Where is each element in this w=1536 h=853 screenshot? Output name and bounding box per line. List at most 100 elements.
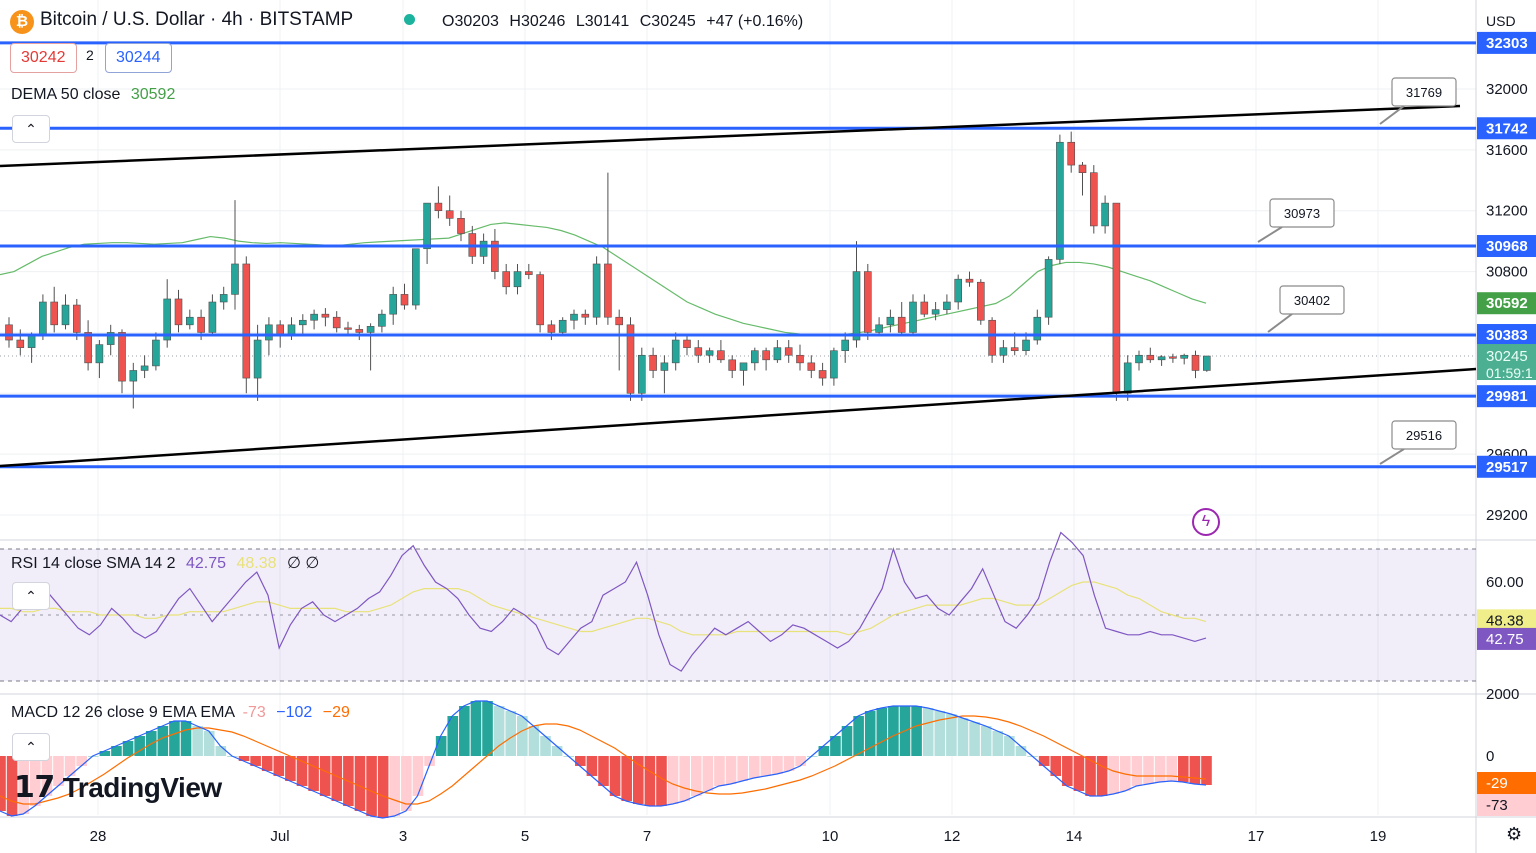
sell-price-button[interactable]: 30242: [10, 43, 77, 73]
candle-body: [231, 263, 239, 295]
candle: [423, 202, 431, 264]
callout-label-31769: 31769: [1406, 85, 1442, 100]
candle: [976, 279, 985, 325]
level-tag-30968-bg: [1477, 235, 1536, 258]
candle-body: [1112, 202, 1121, 394]
candle-body: [1078, 164, 1087, 173]
candle-body: [1135, 354, 1143, 364]
macd-tick-2000: 2000: [1486, 686, 1519, 703]
candle-body: [219, 294, 228, 303]
rsi-value: 42.75: [185, 555, 227, 572]
candle-body: [728, 359, 737, 371]
candle: [332, 311, 341, 333]
tradingview-wordmark: TradingView: [62, 772, 222, 803]
macd-bar: [517, 716, 528, 756]
rsi-sma-value: 48.38: [236, 555, 277, 572]
macd-legend[interactable]: MACD 12 26 close 9 EMA EMA -73 −102 −29: [11, 704, 350, 722]
candle: [1146, 347, 1155, 363]
macd-bar: [1166, 756, 1178, 781]
candle: [95, 340, 104, 379]
macd-bar: [725, 756, 737, 784]
candle: [773, 340, 782, 363]
callout-pointer-30402: [1267, 313, 1293, 333]
candle-body: [875, 324, 883, 333]
candle-body: [479, 240, 488, 257]
candle: [558, 317, 567, 336]
macd-bar: [690, 756, 702, 796]
candle-body: [152, 339, 160, 367]
callout-box-31769: [1391, 77, 1457, 107]
candle: [491, 228, 499, 280]
macd-bar: [331, 756, 343, 801]
buy-price-button[interactable]: 30244: [105, 43, 172, 73]
settings-gear-icon[interactable]: ⚙: [1506, 824, 1523, 844]
candle: [1101, 195, 1109, 234]
lower-trendline: [0, 367, 1477, 468]
candle-body: [649, 354, 657, 371]
candle-body: [310, 313, 318, 321]
ohlc-readout: O30203 H30246 L30141 C30245 +47 (+0.16%): [442, 13, 809, 31]
candle-body: [558, 319, 567, 333]
candle-body: [592, 263, 601, 318]
candle: [570, 309, 578, 330]
time-tick-28: 28: [90, 828, 107, 845]
callout-box-29516: [1391, 420, 1457, 450]
time-tick-12: 12: [944, 828, 961, 845]
candle-body: [491, 240, 499, 272]
candle: [694, 340, 703, 363]
candle-body: [637, 354, 646, 394]
candle-body: [762, 350, 770, 361]
callout-label-30973: 30973: [1284, 206, 1320, 221]
level-tag-31742-bg: [1477, 117, 1536, 140]
macd-bar: [806, 756, 818, 757]
macd-bar: [412, 756, 424, 796]
candle-body: [186, 316, 194, 326]
callout-pointer-29516: [1379, 448, 1405, 465]
level-tag-32303: 32303: [1486, 35, 1528, 52]
candle: [943, 294, 951, 315]
rsi-legend[interactable]: RSI 14 close SMA 14 2 42.75 48.38 ∅ ∅: [11, 553, 319, 573]
collapse-legend-button[interactable]: ⌃: [12, 115, 50, 143]
candle: [920, 294, 929, 318]
macd-bar: [64, 756, 76, 776]
candle: [728, 355, 737, 379]
macd-value-tag: -73: [1486, 797, 1508, 814]
macd-signal-tag: -29: [1486, 775, 1508, 792]
candle: [886, 309, 895, 333]
currency-label[interactable]: USD: [1486, 13, 1516, 29]
candle-body: [39, 301, 47, 336]
candle-body: [163, 298, 171, 341]
candle: [909, 294, 917, 336]
candle: [411, 248, 420, 310]
symbol-title[interactable]: Bitcoin / U.S. Dollar · 4h · BITSTAMP: [40, 9, 354, 30]
macd-bar: [575, 756, 586, 766]
candle-body: [626, 324, 635, 394]
candle-body: [897, 316, 906, 333]
candle: [84, 320, 92, 371]
macd-bar: [169, 721, 180, 756]
candle-body: [1169, 356, 1177, 359]
candle-body: [434, 202, 443, 212]
candle-body: [332, 316, 341, 329]
collapse-macd-button[interactable]: ⌃: [12, 733, 50, 761]
macd-bar: [215, 746, 227, 756]
candle-body: [954, 278, 963, 303]
candle: [1180, 353, 1188, 365]
macd-bar: [319, 756, 331, 796]
candle: [152, 332, 160, 371]
macd-bar: [134, 736, 145, 756]
candle-body: [671, 339, 680, 364]
candle: [445, 195, 454, 226]
upper-trendline: [0, 104, 1461, 168]
collapse-rsi-button[interactable]: ⌃: [12, 582, 50, 610]
lightning-icon[interactable]: ϟ: [1192, 508, 1220, 536]
candle: [705, 347, 714, 363]
macd-bar: [1131, 756, 1143, 786]
candle: [581, 309, 590, 325]
level-tag-30968: 30968: [1486, 238, 1528, 255]
candle-body: [717, 350, 725, 361]
macd-bar: [459, 706, 470, 756]
dema-legend[interactable]: DEMA 50 close 30592: [11, 86, 175, 104]
candle-body: [796, 354, 804, 364]
